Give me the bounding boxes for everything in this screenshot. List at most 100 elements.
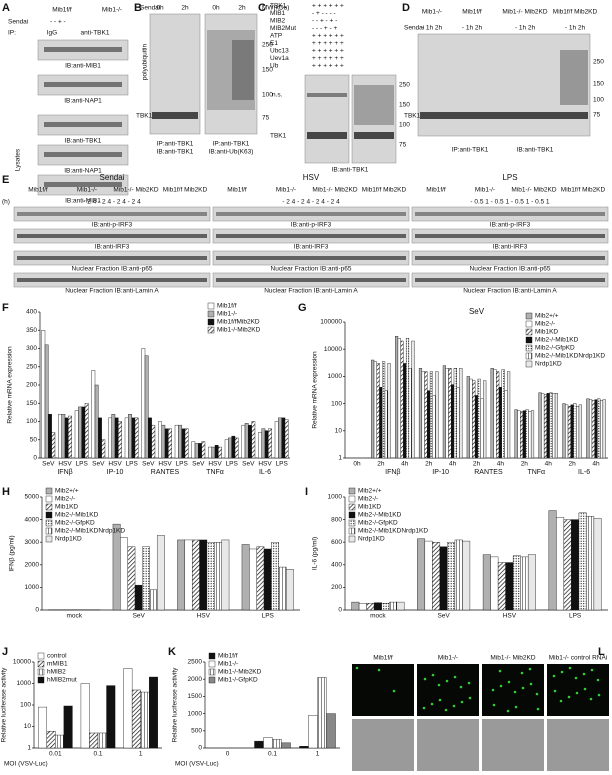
label: LPS <box>226 461 239 468</box>
bar <box>134 584 143 611</box>
label: 10 <box>24 723 32 730</box>
bar <box>118 421 122 459</box>
bar <box>448 368 452 459</box>
cell-dot <box>460 700 464 704</box>
cell-dot <box>521 686 525 690</box>
label: 2h <box>238 5 246 12</box>
bar <box>447 542 456 611</box>
label: 100 <box>593 97 604 104</box>
cell-dot <box>567 695 571 699</box>
label: Mib1KD <box>358 504 381 511</box>
bar <box>254 740 264 749</box>
label: IB:anti-MIB1 <box>65 198 101 205</box>
label: 1 <box>27 745 31 752</box>
cell-dot <box>575 691 579 695</box>
bar <box>462 540 471 611</box>
bar <box>244 423 249 459</box>
bar <box>490 556 499 611</box>
bar <box>474 395 479 459</box>
bar <box>184 428 189 459</box>
label: - - - + - + <box>312 25 337 32</box>
label: Mib1f/f Mib2KD <box>163 187 208 194</box>
label: SeV <box>92 461 105 468</box>
label: 2h <box>377 461 385 468</box>
bar <box>263 548 272 611</box>
bar <box>208 446 212 459</box>
legend-swatch <box>525 320 533 328</box>
label: Relative luciferase activity <box>172 667 179 743</box>
label: 800 <box>331 516 342 523</box>
bar <box>445 368 449 459</box>
panel-label: E <box>2 174 9 186</box>
bar <box>538 392 542 459</box>
label: MOI (VSV-Luc) <box>4 761 48 768</box>
band <box>307 132 347 139</box>
bar <box>46 731 56 749</box>
label: TBK1 <box>270 3 287 10</box>
label: Nrdp1KD <box>535 361 562 368</box>
cell-dot <box>392 689 396 693</box>
label: - 1h 2h <box>515 25 536 32</box>
label: HSV <box>158 461 172 468</box>
band <box>44 182 122 187</box>
cell-dot <box>453 675 457 679</box>
label: Mib1KD <box>535 329 558 336</box>
label: TNFα <box>527 469 545 476</box>
legend-swatch <box>348 535 356 543</box>
label: 0 <box>33 455 37 462</box>
cell-dot <box>423 677 427 681</box>
label: Mib1f/f Mib2KD <box>362 187 407 194</box>
bar <box>97 732 107 749</box>
label: 4h <box>545 461 553 468</box>
label: Nrdp1KD <box>55 536 82 543</box>
cell-dot <box>553 689 557 693</box>
bar <box>504 390 508 459</box>
label: 1000 <box>25 584 40 591</box>
bar <box>395 336 399 459</box>
label: 0.1 <box>268 751 277 758</box>
bar <box>78 406 82 459</box>
legend-swatch <box>525 312 533 320</box>
label: Mib2-/-Mib1KD <box>55 512 99 519</box>
bar <box>530 410 535 459</box>
bar <box>576 406 580 459</box>
label: 2000 <box>25 562 40 569</box>
cell-dot <box>438 698 442 702</box>
bar <box>281 742 291 749</box>
label: Sendai <box>140 5 160 12</box>
blot <box>212 206 410 222</box>
bar <box>41 330 46 459</box>
bar <box>379 387 383 459</box>
label: SeV <box>142 461 155 468</box>
label: LPS <box>126 461 139 468</box>
bar <box>144 355 149 459</box>
label: 0 <box>226 751 230 758</box>
bar <box>400 340 404 459</box>
bar <box>498 387 502 459</box>
label: Nuclear Fraction IB:anti-p65 <box>72 266 153 273</box>
label: 400 <box>331 562 342 569</box>
cell-dot <box>520 671 524 675</box>
legend-swatch <box>37 668 45 676</box>
bar <box>131 417 136 459</box>
cell-dot <box>467 681 471 685</box>
label: Mib2-/-Mib1KDNrdp1KD <box>535 353 605 360</box>
legend-swatch <box>525 360 533 368</box>
label: Lysates <box>15 148 22 171</box>
label: 350 <box>26 327 37 334</box>
bar <box>599 400 604 459</box>
label: Mib1-/- Mib2KD <box>511 187 556 194</box>
cell-dot <box>498 669 502 673</box>
label: 1000 <box>17 680 32 687</box>
bar <box>439 546 448 611</box>
cell-dot <box>583 687 587 691</box>
label: Mib1f/f <box>217 303 237 310</box>
bar <box>505 562 514 611</box>
bar <box>520 411 524 459</box>
bar <box>514 409 518 459</box>
bar <box>432 395 436 459</box>
label: 200 <box>331 584 342 591</box>
bar <box>278 566 287 611</box>
label: 10000 <box>324 346 342 353</box>
label: 250 <box>399 82 410 89</box>
